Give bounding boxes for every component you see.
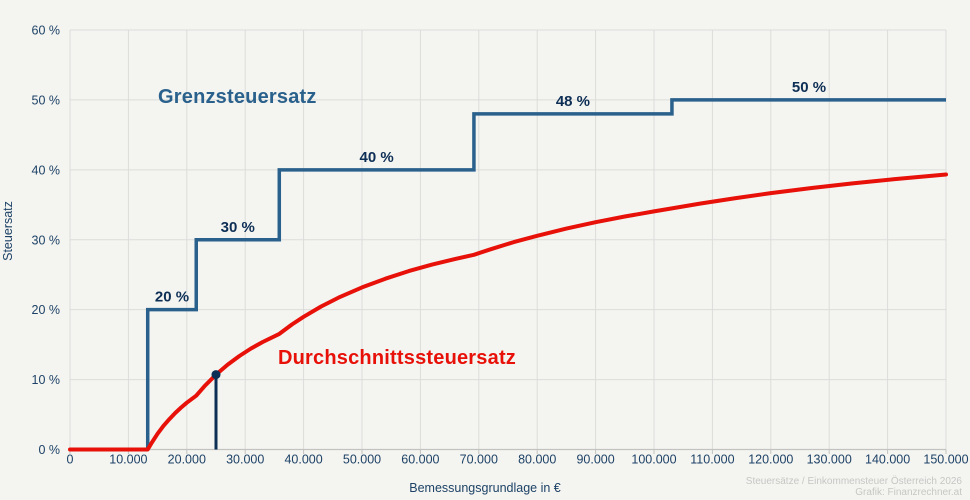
marginal-tax-step-line <box>145 98 946 450</box>
x-tick-label: 10.000 <box>109 453 147 467</box>
marginal-tax-series-label: Grenzsteuersatz <box>158 86 317 108</box>
highlight-point <box>211 370 221 380</box>
average-tax-series-label: Durchschnittssteuersatz <box>278 347 516 369</box>
step-rate-label: 40 % <box>360 149 394 166</box>
x-tick-label: 40.000 <box>284 453 322 467</box>
y-tick-label: 20 % <box>32 303 61 317</box>
x-tick-label: 130.000 <box>807 453 852 467</box>
y-tick-label: 0 % <box>38 443 60 457</box>
y-tick-label: 50 % <box>32 93 61 107</box>
x-tick-label: 50.000 <box>343 453 381 467</box>
x-axis-title: Bemessungsgrundlage in € <box>409 481 561 495</box>
x-tick-label: 90.000 <box>576 453 614 467</box>
y-tick-label: 60 % <box>32 24 61 38</box>
x-tick-label: 110.000 <box>690 453 734 467</box>
step-rate-label: 20 % <box>155 289 189 306</box>
x-tick-label: 20.000 <box>168 453 206 467</box>
x-tick-label: 70.000 <box>460 453 498 467</box>
x-tick-label: 100.000 <box>631 453 676 467</box>
y-tick-label: 40 % <box>32 163 61 177</box>
x-tick-label: 60.000 <box>401 453 439 467</box>
step-rate-label: 48 % <box>556 93 590 110</box>
step-rate-label: 30 % <box>221 219 255 236</box>
y-tick-label: 10 % <box>32 373 61 387</box>
credit-line: Grafik: Finanzrechner.at <box>855 487 962 498</box>
x-tick-label: 140.000 <box>865 453 910 467</box>
x-tick-label: 30.000 <box>226 453 264 467</box>
x-tick-label: 80.000 <box>518 453 556 467</box>
x-tick-label: 120.000 <box>748 453 793 467</box>
average-tax-curve <box>68 172 948 452</box>
source-line: Steuersätze / Einkommensteuer Österreich… <box>745 476 962 487</box>
y-tick-label: 30 % <box>32 233 61 247</box>
x-tick-label: 150.000 <box>923 453 968 467</box>
x-tick-label: 0 <box>67 453 74 467</box>
step-rate-label: 50 % <box>792 79 826 96</box>
y-axis-title: Steuersatz <box>1 201 15 261</box>
chart-source-note: Steuersätze / Einkommensteuer Österreich… <box>746 476 962 498</box>
